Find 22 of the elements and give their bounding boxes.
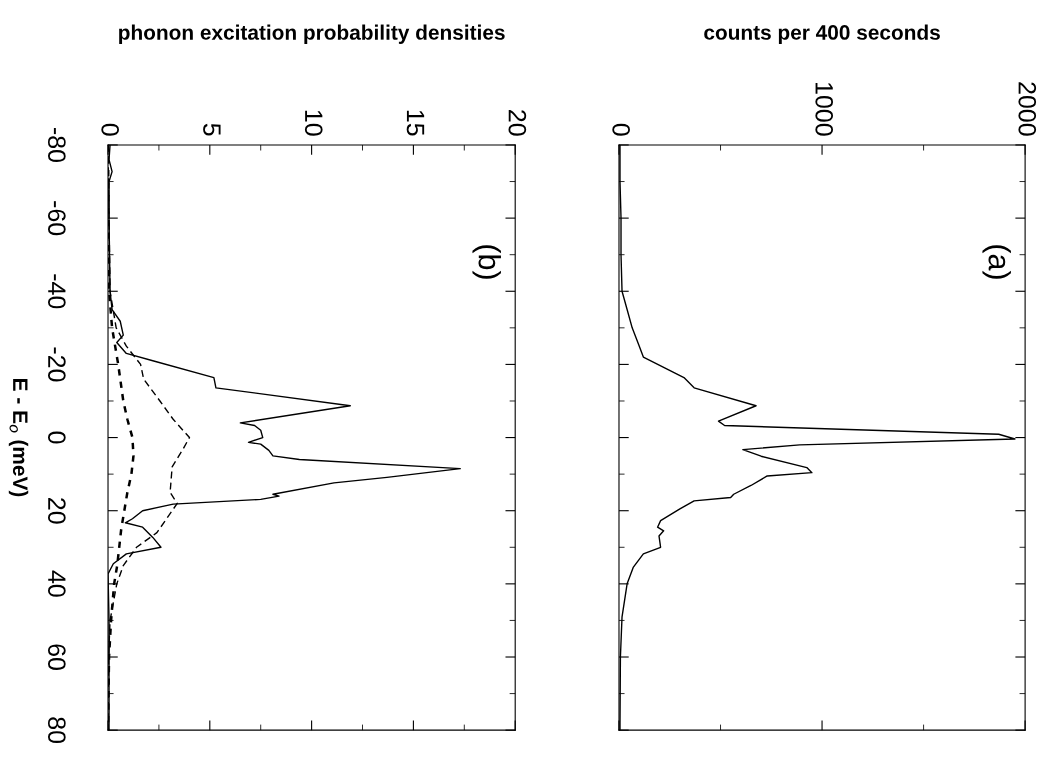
y-tick-label: 80 (47, 717, 66, 744)
x-tick-label: 15 (406, 110, 425, 136)
y-axis-title: E - E$_{o}$ (meV) (8, 379, 29, 497)
y-tick-label: -20 (47, 347, 66, 382)
y-tick-label: -60 (47, 201, 66, 236)
annotation: (b) (472, 245, 501, 279)
x-tick-label: 0 (101, 123, 120, 136)
x-axis-title: counts per 400 seconds (704, 24, 940, 44)
x-axis-title: phonon excitation probability densities (119, 24, 505, 44)
x-tick-label: 2000 (1018, 82, 1037, 136)
x-tick-label: 20 (508, 110, 527, 136)
x-tick-label: 5 (203, 123, 221, 136)
y-tick-label: 40 (47, 570, 66, 597)
y-tick-label: -80 (47, 128, 66, 163)
x-tick-label: 1000 (815, 82, 834, 136)
y-tick-label: 0 (47, 431, 66, 444)
y-tick-label: -40 (47, 274, 66, 309)
y-tick-label: 60 (47, 644, 66, 670)
x-tick-label: 10 (304, 110, 323, 136)
y-tick-label: 20 (47, 498, 66, 524)
x-tick-label: 0 (612, 123, 630, 136)
annotation: (a) (982, 245, 1011, 279)
